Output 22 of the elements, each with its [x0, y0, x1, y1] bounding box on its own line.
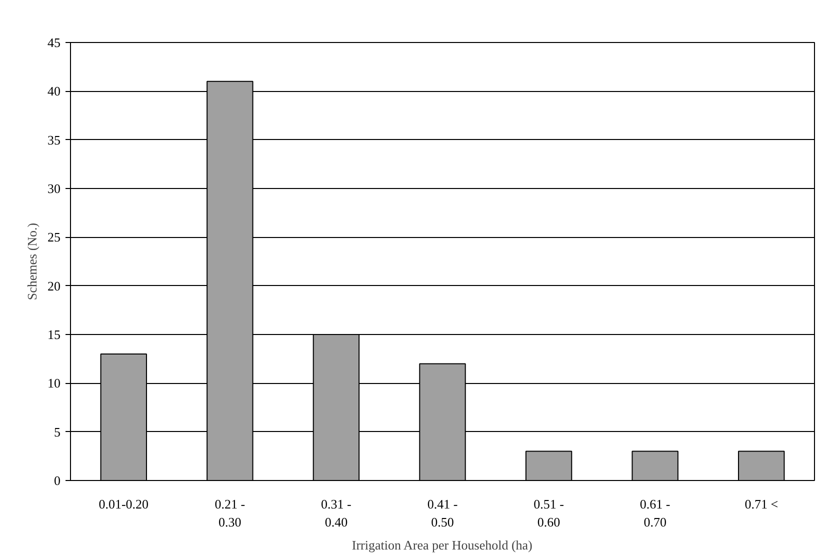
x-tick-label: 0.61 - 0.70 — [640, 496, 670, 530]
bar — [632, 450, 678, 480]
y-tick-label: 30 — [48, 181, 60, 196]
x-tick-label: 0.41 - 0.50 — [427, 496, 458, 530]
y-tick-label: 40 — [48, 84, 60, 99]
y-tick-label: 15 — [48, 327, 60, 342]
y-tick-label: 25 — [48, 230, 60, 245]
x-axis-title: Irrigation Area per Household (ha) — [352, 538, 532, 552]
bar — [738, 450, 785, 480]
y-tick-label: 10 — [48, 376, 60, 391]
y-tick-label: 0 — [54, 473, 60, 488]
y-tick-label: 45 — [48, 35, 60, 50]
x-tick-label: 0.71 < — [744, 496, 778, 512]
y-tick-label: 35 — [48, 132, 60, 148]
bar — [525, 450, 572, 480]
x-tick-label: 0.21 - 0.30 — [214, 496, 246, 530]
y-tick-label: 5 — [54, 424, 60, 440]
x-tick-label: 0.51 - 0.60 — [534, 496, 564, 530]
x-tick-label: 0.31 - 0.40 — [321, 496, 352, 530]
y-axis-title: Schemes (No.) — [24, 222, 40, 300]
x-tick-label: 0.01-0.20 — [98, 496, 149, 512]
y-tick-label: 20 — [48, 278, 60, 294]
